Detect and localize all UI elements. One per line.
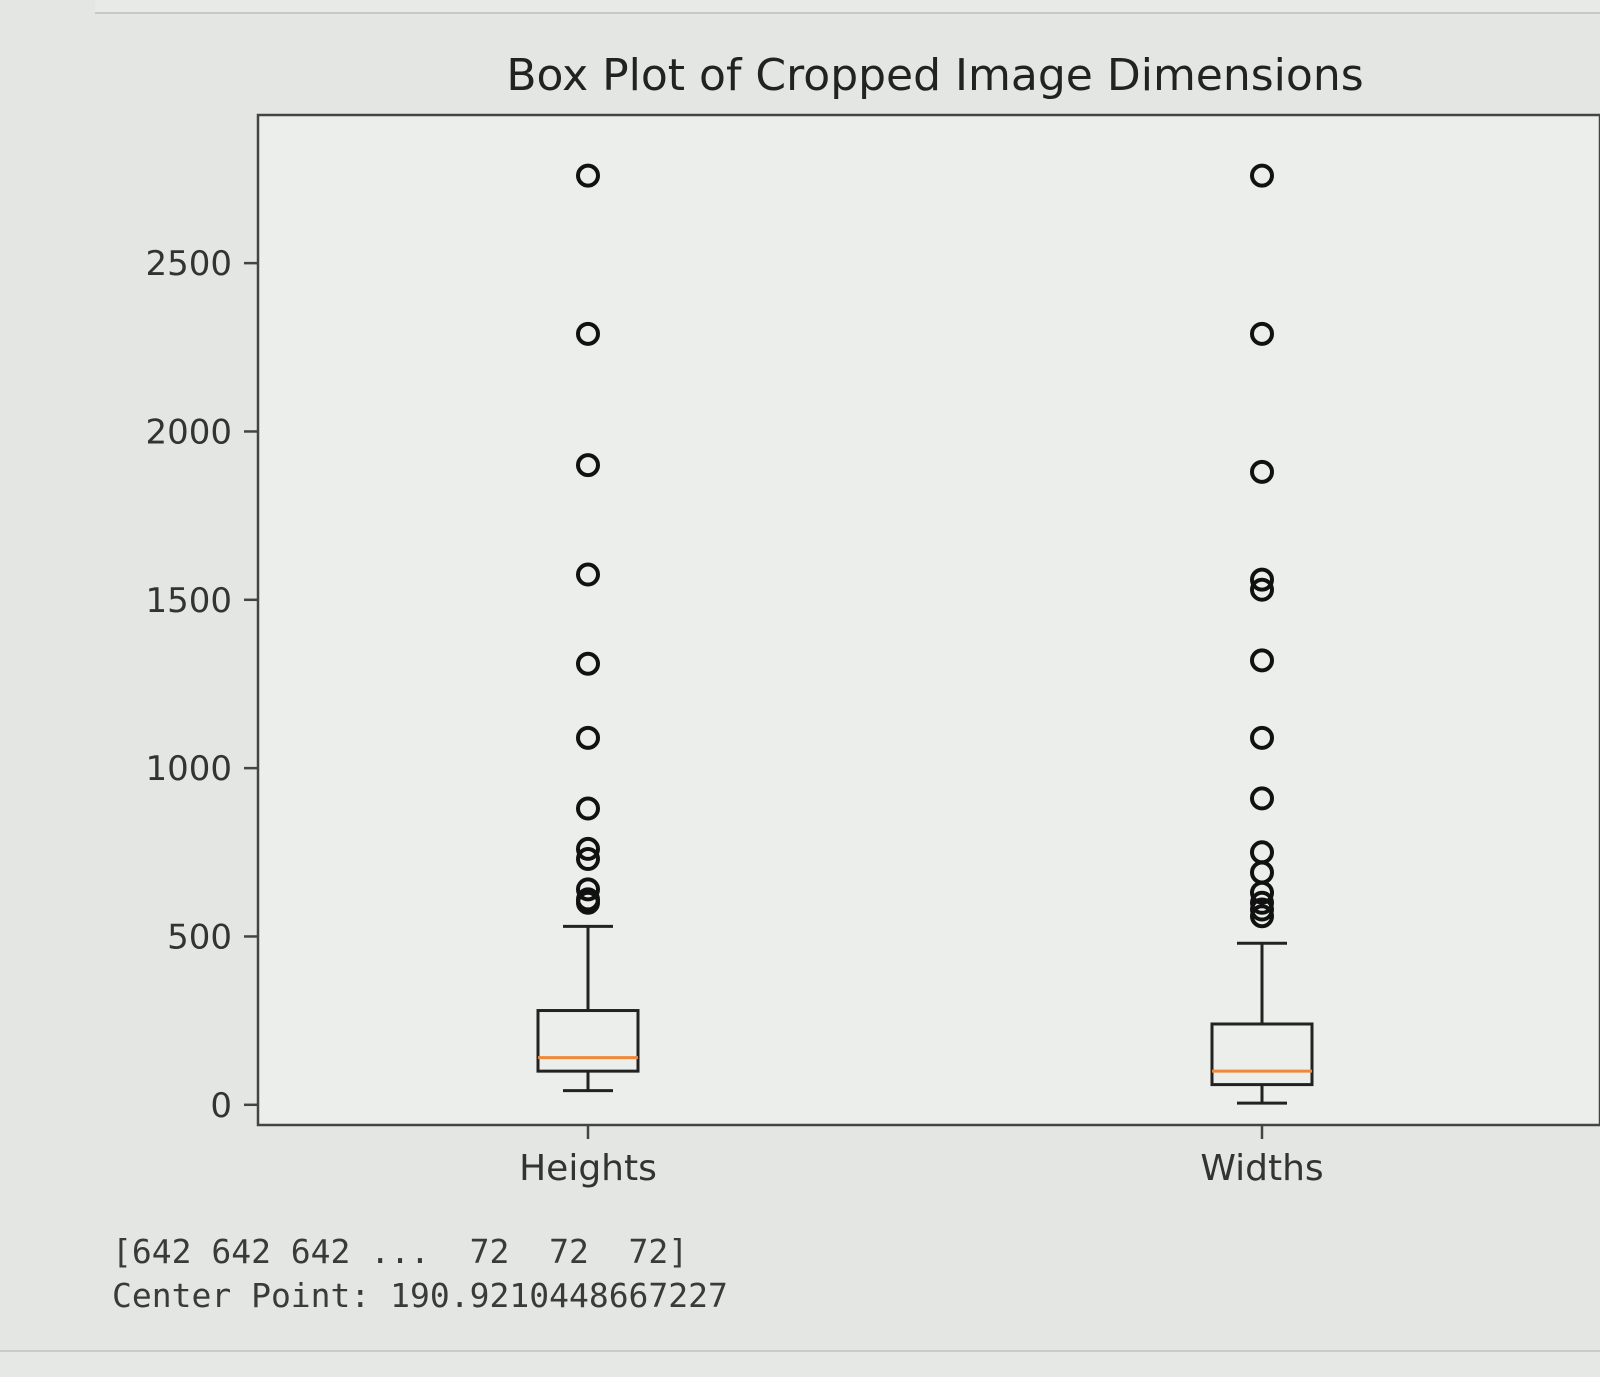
outlier-point <box>1250 786 1274 811</box>
outlier-point <box>1250 840 1274 865</box>
outlier-point <box>576 847 600 872</box>
y-tick-label: 500 <box>167 917 232 957</box>
y-tick-label: 1500 <box>145 581 232 621</box>
outlier-point <box>1250 163 1274 188</box>
outlier-point <box>1250 567 1274 592</box>
outlier-point <box>1250 459 1274 484</box>
y-axis: 0 500 1000 1500 2000 2500 <box>145 244 258 1126</box>
center-point-line: Center Point: 190.9210448667227 <box>112 1276 728 1315</box>
outlier-point <box>576 163 600 188</box>
outlier-point <box>1250 897 1274 922</box>
outlier-point <box>1250 904 1274 929</box>
outlier-point <box>576 877 600 902</box>
plot-area-frame <box>256 113 1600 1127</box>
outlier-point <box>576 836 600 861</box>
outlier-point <box>576 453 600 478</box>
chart-title: Box Plot of Cropped Image Dimensions <box>506 50 1363 101</box>
outlier-point <box>1250 648 1274 673</box>
x-tick-label: Heights <box>519 1148 657 1189</box>
iqr-box <box>536 1009 640 1073</box>
outlier-point <box>576 321 600 346</box>
box-group-widths <box>1210 163 1314 1105</box>
outlier-point <box>576 562 600 587</box>
outlier-point <box>576 887 600 912</box>
y-tick-label: 2000 <box>145 412 232 452</box>
y-tick-label: 0 <box>210 1086 232 1126</box>
outlier-point <box>1250 725 1274 750</box>
array-output-line: [642 642 642 ... 72 72 72] <box>112 1232 689 1271</box>
x-axis: Heights Widths <box>519 1125 1324 1189</box>
cell-output: [642 642 642 ... 72 72 72] Center Point: … <box>112 1230 728 1318</box>
previous-cell-border <box>95 0 1600 14</box>
outlier-point <box>576 796 600 821</box>
outlier-point <box>576 651 600 676</box>
outlier-point <box>1250 321 1274 346</box>
x-tick-label: Widths <box>1200 1148 1323 1189</box>
cell-bottom-border <box>0 1350 1600 1377</box>
outlier-point <box>1250 577 1274 602</box>
outlier-point <box>1250 890 1274 915</box>
y-tick-label: 1000 <box>145 749 232 789</box>
box-group-heights <box>536 163 640 1093</box>
outlier-point <box>576 725 600 750</box>
box-series <box>536 163 1314 1105</box>
iqr-box <box>1210 1022 1314 1087</box>
y-tick-label: 2500 <box>145 244 232 284</box>
